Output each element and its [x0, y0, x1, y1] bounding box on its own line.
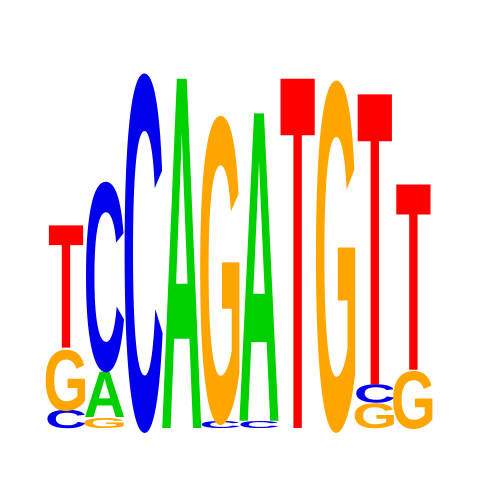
logo-letter-g: G	[352, 396, 397, 436]
logo-letter-t: T	[396, 128, 432, 428]
logo-letter-c: C	[354, 379, 396, 408]
logo-position-2: GAC	[82, 128, 127, 432]
logo-position-6: CA	[238, 17, 280, 480]
logo-letter-t: T	[357, 3, 393, 474]
logo-letter-g: G	[43, 331, 88, 428]
logo-position-8: G	[314, 0, 359, 480]
logo-letter-a: A	[161, 0, 203, 480]
logo-letter-c: C	[199, 419, 241, 430]
logo-position-5: CG	[198, 27, 243, 480]
logo-letter-a: A	[84, 359, 126, 432]
logo-position-7: T	[280, 0, 316, 480]
logo-letter-c: C	[238, 419, 280, 430]
logo-position-3: C	[122, 0, 164, 480]
logo-letter-c: C	[45, 405, 87, 434]
logo-letter-t: T	[48, 188, 84, 387]
logo-letter-c: C	[122, 0, 164, 480]
logo-letter-t: T	[280, 0, 316, 480]
logo-position-1: CGT	[43, 188, 88, 434]
logo-letter-a: A	[238, 17, 280, 480]
logo-letter-g: G	[198, 27, 243, 480]
logo-letter-g: G	[314, 0, 359, 480]
logo-letter-g: G	[82, 415, 127, 432]
logo-position-4: A	[161, 0, 203, 480]
logo-position-9: GCT	[352, 3, 397, 474]
logo-position-10: GT	[391, 128, 436, 445]
logo-letter-c: C	[84, 128, 126, 428]
logo-letter-g: G	[391, 354, 436, 445]
